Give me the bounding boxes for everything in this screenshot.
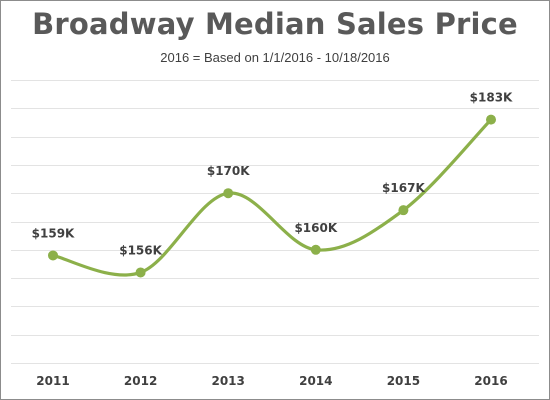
x-tick-label: 2014 <box>299 374 332 388</box>
data-point-2016 <box>486 114 496 125</box>
data-points <box>48 114 496 278</box>
x-tick-label: 2015 <box>387 374 420 388</box>
data-label-2016: $183K <box>470 91 513 105</box>
x-tick-label: 2012 <box>124 374 157 388</box>
data-label-2011: $159K <box>32 226 75 240</box>
x-tick-label: 2011 <box>36 374 69 388</box>
data-labels: $159K $156K $170K $160K $167K $183K <box>32 91 513 258</box>
data-point-2015 <box>398 205 409 216</box>
x-tick-label: 2016 <box>474 374 507 388</box>
chart-subtitle: 2016 = Based on 1/1/2016 - 10/18/2016 <box>160 50 390 65</box>
data-point-2014 <box>310 244 321 255</box>
data-label-2015: $167K <box>382 181 425 195</box>
data-label-2014: $160K <box>294 221 337 235</box>
data-point-2013 <box>223 188 234 199</box>
data-point-2011 <box>48 250 58 261</box>
data-label-2012: $156K <box>119 243 162 257</box>
data-point-2012 <box>135 267 146 278</box>
x-tick-label: 2013 <box>211 374 244 388</box>
x-axis-ticks: 2011 2012 2013 2014 2015 2016 <box>36 374 507 388</box>
data-label-2013: $170K <box>207 164 250 178</box>
chart-title: Broadway Median Sales Price <box>32 7 518 41</box>
